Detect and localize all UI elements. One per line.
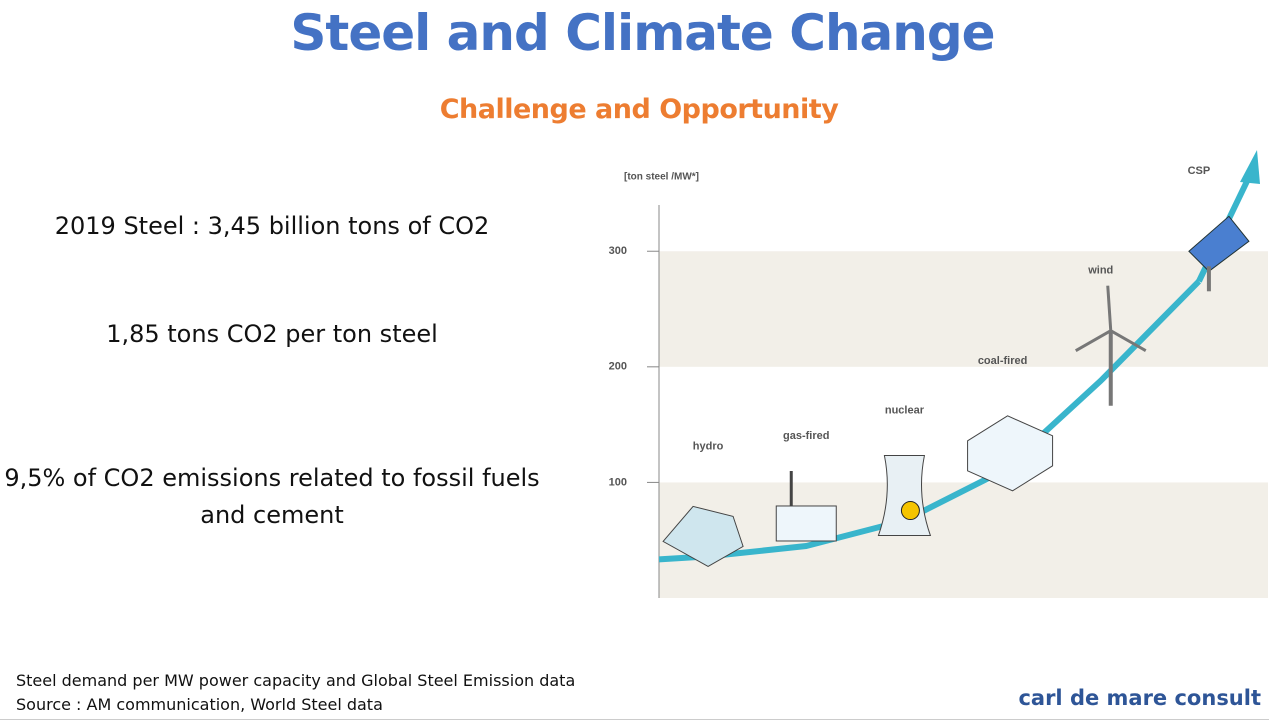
icon — [1188, 215, 1250, 272]
y-tick-label: 100 — [609, 476, 627, 488]
icon — [1075, 285, 1147, 352]
category-label: coal-fired — [978, 355, 1028, 367]
fact: 2019 Steel : 3,45 billion tons of CO2 — [54, 212, 490, 240]
brand: carl de mare consult — [1018, 686, 1261, 710]
fact: 1,85 tons CO2 per ton steel — [106, 320, 438, 348]
footnote: Steel demand per MW power capacity and G… — [16, 671, 576, 690]
rule — [0, 719, 1269, 720]
y-tick-label: 200 — [609, 361, 627, 373]
category-label: wind — [1087, 265, 1113, 277]
category-label: nuclear — [885, 404, 925, 416]
subtitle: Challenge and Opportunity — [439, 94, 839, 125]
arrow-head — [1240, 150, 1260, 184]
y-tick-label: 300 — [609, 245, 627, 257]
fact: 9,5% of CO2 emissions related to fossil … — [4, 464, 540, 529]
category-label: CSP — [1188, 165, 1211, 177]
y-axis-label: [ton steel /MW*] — [624, 172, 699, 183]
icon — [775, 505, 837, 542]
category-label: hydro — [693, 440, 724, 452]
footnote: Source : AM communication, World Steel d… — [16, 695, 383, 714]
band — [659, 251, 1268, 367]
icon — [967, 415, 1054, 492]
icon — [662, 505, 744, 567]
icon — [900, 501, 920, 521]
category-label: gas-fired — [783, 430, 829, 442]
band — [659, 482, 1268, 598]
title: Steel and Climate Change — [290, 4, 995, 62]
